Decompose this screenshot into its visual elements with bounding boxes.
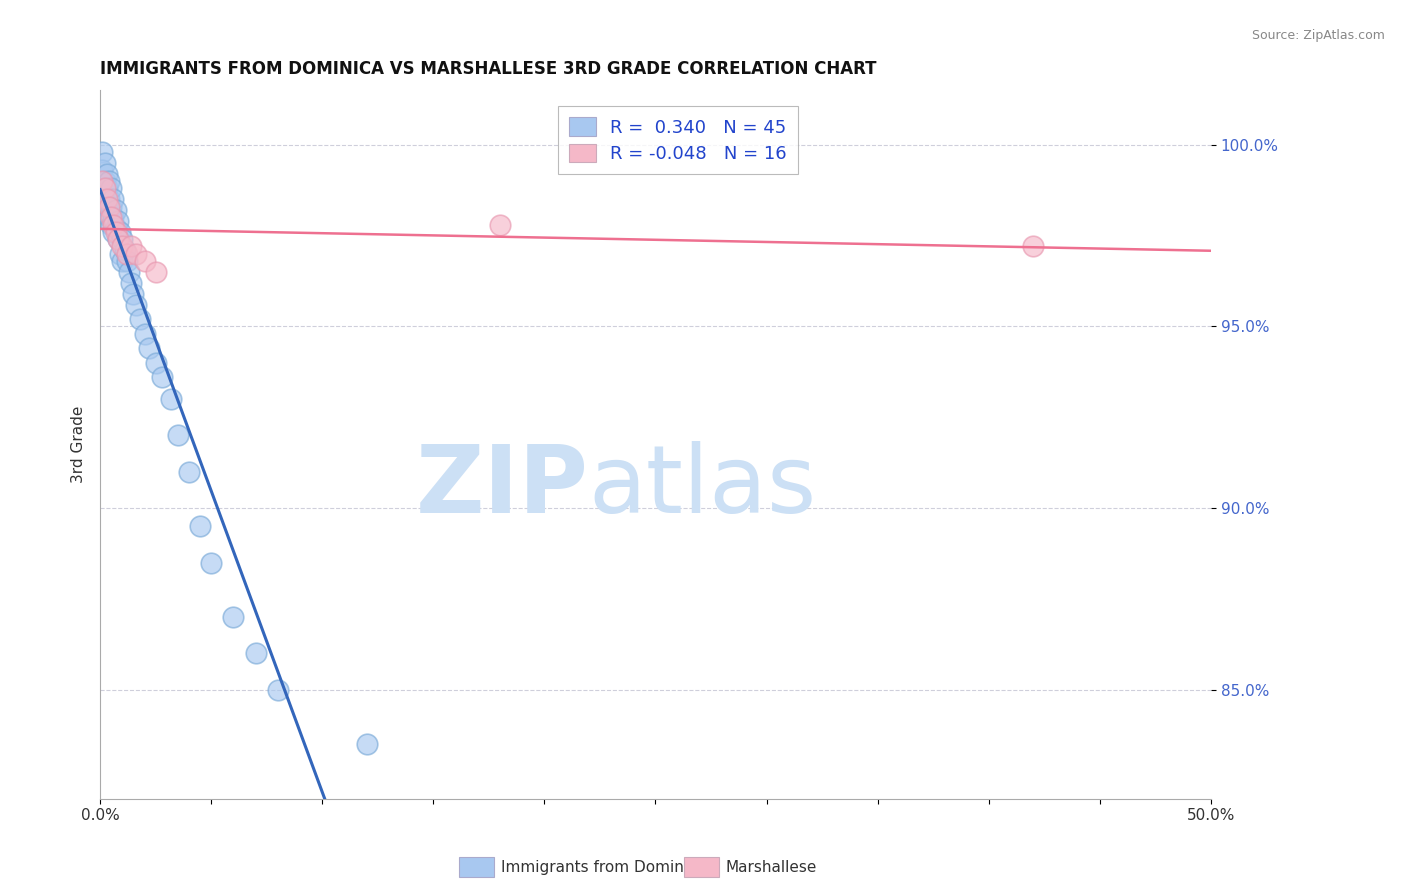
- Point: [93, 181, 115, 195]
- Text: Source: ZipAtlas.com: Source: ZipAtlas.com: [1251, 29, 1385, 42]
- Point: [118, 265, 141, 279]
- Point: [177, 465, 200, 479]
- Point: [489, 218, 512, 232]
- Point: [98, 174, 121, 188]
- Point: [145, 265, 167, 279]
- Point: [100, 218, 122, 232]
- Point: [120, 239, 142, 253]
- Point: [93, 192, 115, 206]
- Point: [267, 682, 290, 697]
- Point: [91, 163, 114, 178]
- Text: Immigrants from Dominica: Immigrants from Dominica: [501, 860, 706, 874]
- Y-axis label: 3rd Grade: 3rd Grade: [72, 406, 86, 483]
- Point: [107, 232, 129, 246]
- Point: [356, 737, 378, 751]
- Point: [108, 225, 131, 239]
- Point: [96, 192, 118, 206]
- Point: [160, 392, 183, 406]
- Text: IMMIGRANTS FROM DOMINICA VS MARSHALLESE 3RD GRADE CORRELATION CHART: IMMIGRANTS FROM DOMINICA VS MARSHALLESE …: [100, 60, 876, 78]
- Point: [91, 145, 114, 159]
- Point: [111, 239, 134, 253]
- Point: [100, 211, 122, 225]
- Point: [134, 254, 156, 268]
- Point: [104, 225, 127, 239]
- Point: [91, 174, 114, 188]
- Text: atlas: atlas: [589, 441, 817, 533]
- Point: [108, 246, 131, 260]
- Point: [150, 370, 173, 384]
- Point: [96, 200, 118, 214]
- Point: [107, 232, 129, 246]
- Point: [100, 181, 122, 195]
- Point: [245, 647, 267, 661]
- Point: [1022, 239, 1045, 253]
- Point: [138, 341, 160, 355]
- Point: [111, 254, 134, 268]
- Point: [115, 254, 138, 268]
- Point: [111, 232, 134, 246]
- Point: [114, 243, 136, 257]
- Point: [103, 225, 125, 239]
- Point: [98, 200, 121, 214]
- Point: [115, 246, 138, 260]
- Point: [93, 174, 115, 188]
- Legend: R =  0.340   N = 45, R = -0.048   N = 16: R = 0.340 N = 45, R = -0.048 N = 16: [558, 106, 797, 174]
- Point: [104, 221, 127, 235]
- Point: [124, 246, 146, 260]
- Point: [129, 312, 152, 326]
- Point: [96, 181, 118, 195]
- Point: [167, 428, 190, 442]
- Point: [104, 203, 127, 218]
- Point: [103, 211, 125, 225]
- Point: [98, 211, 121, 225]
- Point: [124, 298, 146, 312]
- Point: [188, 519, 211, 533]
- Point: [107, 214, 129, 228]
- Point: [103, 218, 125, 232]
- Point: [200, 556, 222, 570]
- Point: [103, 192, 125, 206]
- Text: Marshallese: Marshallese: [725, 860, 817, 874]
- Point: [134, 326, 156, 341]
- Point: [222, 610, 245, 624]
- Text: ZIP: ZIP: [416, 441, 589, 533]
- Point: [98, 192, 121, 206]
- Point: [145, 356, 167, 370]
- Point: [100, 200, 122, 214]
- Point: [122, 286, 145, 301]
- Point: [93, 156, 115, 170]
- Point: [96, 167, 118, 181]
- Point: [120, 276, 142, 290]
